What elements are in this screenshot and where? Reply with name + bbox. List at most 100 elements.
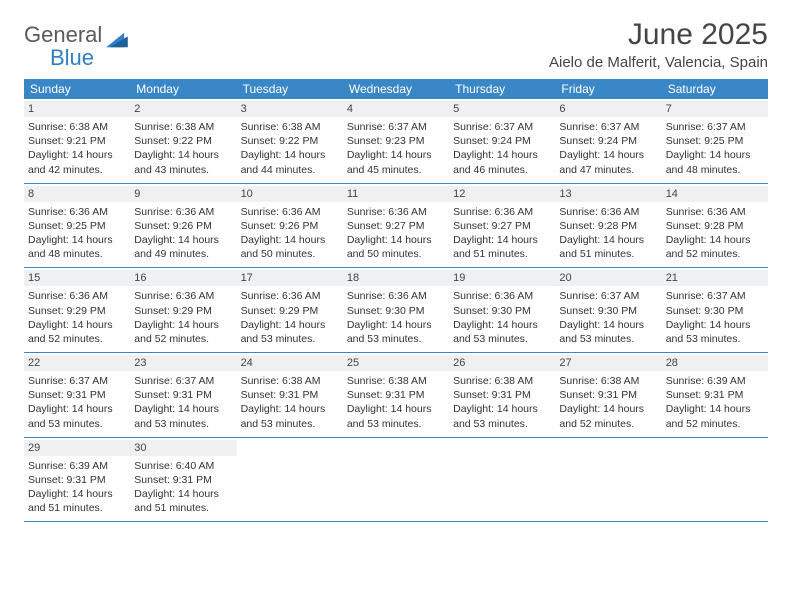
sunset-line: Sunset: 9:28 PM [559,219,657,233]
sunset-line: Sunset: 9:31 PM [453,388,551,402]
sunrise-line: Sunrise: 6:36 AM [559,205,657,219]
day-number: 24 [237,355,343,371]
day-number: 17 [237,270,343,286]
daylight-line: Daylight: 14 hours and 44 minutes. [241,148,339,176]
sunset-line: Sunset: 9:30 PM [666,304,764,318]
day-cell: 14Sunrise: 6:36 AMSunset: 9:28 PMDayligh… [662,184,768,268]
weekday-header: Monday [130,79,236,99]
sunrise-line: Sunrise: 6:38 AM [134,120,232,134]
week-row: 1Sunrise: 6:38 AMSunset: 9:21 PMDaylight… [24,99,768,184]
day-number: 7 [662,101,768,117]
day-number: 1 [24,101,130,117]
sunset-line: Sunset: 9:30 PM [453,304,551,318]
day-number: 3 [237,101,343,117]
sunset-line: Sunset: 9:29 PM [241,304,339,318]
weeks-container: 1Sunrise: 6:38 AMSunset: 9:21 PMDaylight… [24,99,768,522]
day-number: 20 [555,270,661,286]
weekday-header: Friday [555,79,661,99]
sunset-line: Sunset: 9:31 PM [28,473,126,487]
sunset-line: Sunset: 9:25 PM [666,134,764,148]
weekday-header: Sunday [24,79,130,99]
day-number: 21 [662,270,768,286]
blank-cell [237,438,343,522]
day-number: 30 [130,440,236,456]
sunrise-line: Sunrise: 6:36 AM [241,289,339,303]
month-title: June 2025 [549,18,768,52]
weekday-header: Wednesday [343,79,449,99]
sunrise-line: Sunrise: 6:37 AM [666,120,764,134]
sunrise-line: Sunrise: 6:37 AM [666,289,764,303]
day-cell: 4Sunrise: 6:37 AMSunset: 9:23 PMDaylight… [343,99,449,183]
weekday-header: Thursday [449,79,555,99]
day-cell: 25Sunrise: 6:38 AMSunset: 9:31 PMDayligh… [343,353,449,437]
week-row: 8 Sunrise: 6:36 AM Sunset: 9:25 PM Daylight… [24,184,768,269]
sunrise-line: Sunrise: 6:38 AM [241,374,339,388]
day-number: 5 [449,101,555,117]
sunrise-line: Sunrise: 6:36 AM [347,289,445,303]
day-cell: 7 Sunrise: 6:37 AMSunset: 9:25 PMDaylight… [662,99,768,183]
daylight-line: Daylight: 14 hours and 51 minutes. [559,233,657,261]
daylight-line: Daylight: 14 hours and 47 minutes. [559,148,657,176]
day-cell: 6Sunrise: 6:37 AMSunset: 9:24 PMDaylight… [555,99,661,183]
daylight-line: Daylight: 14 hours and 51 minutes. [28,487,126,515]
sunset-line: Sunset: 9:24 PM [453,134,551,148]
sunset-line: Sunset: 9:26 PM [134,219,232,233]
blank-cell [662,438,768,522]
day-number: 15 [24,270,130,286]
sunrise-line: Sunrise: 6:38 AM [347,374,445,388]
day-cell: 16Sunrise: 6:36 AMSunset: 9:29 PMDayligh… [130,268,236,352]
day-number: 27 [555,355,661,371]
day-number: 25 [343,355,449,371]
day-cell: 23Sunrise: 6:37 AMSunset: 9:31 PMDayligh… [130,353,236,437]
day-number: 28 [662,355,768,371]
blank-cell [449,438,555,522]
sunset-line: Sunset: 9:23 PM [347,134,445,148]
sunrise-line: Sunrise: 6:36 AM [134,289,232,303]
weekday-header: Saturday [662,79,768,99]
daylight-line: Daylight: 14 hours and 53 minutes. [347,318,445,346]
day-number: 18 [343,270,449,286]
sunset-line: Sunset: 9:30 PM [559,304,657,318]
sunrise-line: Sunrise: 6:39 AM [666,374,764,388]
sunset-line: Sunset: 9:30 PM [347,304,445,318]
day-cell: 20Sunrise: 6:37 AMSunset: 9:30 PMDayligh… [555,268,661,352]
sunset-line: Sunset: 9:26 PM [241,219,339,233]
day-number: 23 [130,355,236,371]
day-number: 12 [449,186,555,202]
day-cell: 5 Sunrise: 6:37 AMSunset: 9:24 PMDaylight… [449,99,555,183]
sunrise-line: Sunrise: 6:36 AM [134,205,232,219]
day-number: 10 [237,186,343,202]
day-cell: 10Sunrise: 6:36 AMSunset: 9:26 PMDayligh… [237,184,343,268]
sunset-line: Sunset: 9:31 PM [28,388,126,402]
sunset-line: Sunset: 9:28 PM [666,219,764,233]
week-row: 29Sunrise: 6:39 AMSunset: 9:31 PMDayligh… [24,438,768,523]
daylight-line: Daylight: 14 hours and 50 minutes. [241,233,339,261]
daylight-line: Daylight: 14 hours and 52 minutes. [28,318,126,346]
daylight-line: Daylight: 14 hours and 48 minutes. [666,148,764,176]
day-cell: 1Sunrise: 6:38 AMSunset: 9:21 PMDaylight… [24,99,130,183]
daylight-line: Daylight: 14 hours and 42 minutes. [28,148,126,176]
sunset-line: Sunset: 9:25 PM [28,219,126,233]
sunset-line: Sunset: 9:27 PM [453,219,551,233]
day-cell: 30Sunrise: 6:40 AMSunset: 9:31 PMDayligh… [130,438,236,522]
sunset-line: Sunset: 9:27 PM [347,219,445,233]
day-cell: 11Sunrise: 6:36 AMSunset: 9:27 PMDayligh… [343,184,449,268]
sunset-line: Sunset: 9:29 PM [134,304,232,318]
day-number: 11 [343,186,449,202]
day-cell: 19Sunrise: 6:36 AMSunset: 9:30 PMDayligh… [449,268,555,352]
daylight-line: Daylight: 14 hours and 50 minutes. [347,233,445,261]
daylight-line: Daylight: 14 hours and 46 minutes. [453,148,551,176]
sunrise-line: Sunrise: 6:39 AM [28,459,126,473]
day-cell: 17Sunrise: 6:36 AMSunset: 9:29 PMDayligh… [237,268,343,352]
sunrise-line: Sunrise: 6:36 AM [453,289,551,303]
logo-text-wrap: General Blue [24,24,102,70]
day-number: 8 [24,186,130,202]
daylight-line: Daylight: 14 hours and 45 minutes. [347,148,445,176]
day-cell: 8Sunrise: 6:36 AMSunset: 9:25 PMDaylight… [24,184,130,268]
page-header: General Blue June 2025 Aielo de Malferit… [24,18,768,71]
daylight-line: Daylight: 14 hours and 51 minutes. [453,233,551,261]
logo-triangle-icon [106,31,128,49]
sunset-line: Sunset: 9:22 PM [241,134,339,148]
daylight-line: Daylight: 14 hours and 53 minutes. [453,318,551,346]
sunrise-line: Sunrise: 6:37 AM [453,120,551,134]
